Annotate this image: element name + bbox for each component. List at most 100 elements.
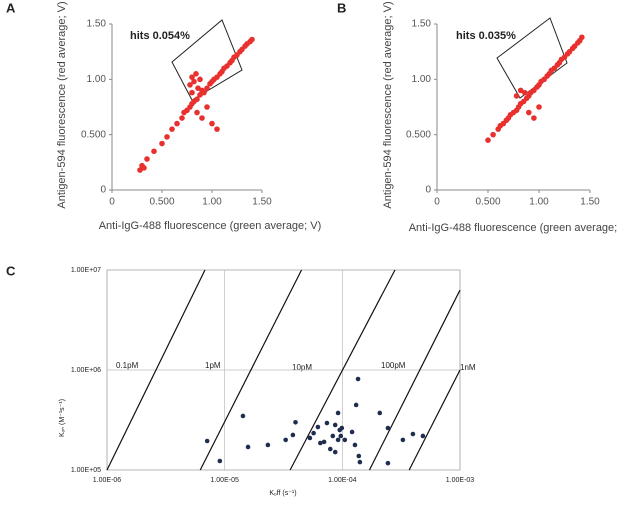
data-point	[290, 432, 296, 438]
data-point	[197, 76, 203, 83]
data-point	[199, 115, 205, 121]
data-point	[332, 449, 338, 455]
y-tick-label: 1.00E+06	[71, 367, 101, 374]
data-point	[151, 148, 157, 155]
data-point	[420, 433, 426, 439]
y-tick-label: 1.50	[87, 19, 107, 30]
data-point	[335, 410, 341, 416]
data-point	[410, 431, 416, 437]
y-tick-label: 0	[425, 185, 431, 196]
y-tick-label: 1.00	[87, 74, 107, 85]
data-point	[327, 446, 333, 452]
y-tick-label: 0	[100, 185, 106, 196]
panel-letter: C	[6, 263, 16, 278]
x-tick-label: 1.00E-03	[446, 477, 475, 484]
data-point	[356, 453, 362, 459]
data-point	[187, 82, 193, 88]
data-point	[579, 34, 585, 41]
x-tick-label: 1.00E-04	[328, 477, 357, 484]
data-point	[330, 433, 336, 439]
data-point	[531, 115, 537, 121]
data-point	[324, 420, 330, 426]
line-label: 100pM	[381, 361, 406, 370]
data-point	[169, 126, 175, 132]
gate-box	[496, 17, 568, 99]
annotation: hits 0.054%	[130, 30, 190, 42]
line-label: 0.1pM	[116, 361, 139, 370]
data-point	[526, 109, 532, 116]
data-point	[194, 109, 200, 116]
data-point	[141, 165, 147, 171]
data-point	[321, 439, 327, 445]
data-point	[159, 140, 165, 147]
data-point	[245, 444, 251, 450]
data-point	[342, 437, 348, 443]
y-axis-title: Antigen-594 fluorescence (red average; V…	[56, 1, 68, 208]
affinity-line	[368, 289, 461, 471]
y-axis-title: Antigen-594 fluorescence (red average; V…	[382, 1, 394, 208]
x-axis-title: Anti-IgG-488 fluorescence (green average…	[409, 222, 619, 234]
data-point	[521, 89, 528, 96]
data-point	[249, 36, 255, 43]
panel-letter: B	[337, 0, 346, 15]
data-point	[214, 126, 220, 132]
data-point	[201, 89, 207, 96]
x-tick-label: 1.00	[202, 197, 222, 208]
y-tick-label: 0.500	[406, 129, 431, 140]
data-point	[193, 71, 199, 77]
x-tick-label: 1.50	[252, 197, 272, 208]
data-point	[265, 442, 271, 448]
data-point	[352, 442, 358, 448]
data-point	[307, 435, 313, 441]
x-axis-title: Kₒff (s⁻¹)	[269, 490, 296, 497]
data-point	[353, 402, 359, 408]
affinity-line	[289, 269, 396, 471]
data-point	[217, 458, 223, 464]
data-point	[338, 433, 344, 439]
affinity-line	[106, 269, 206, 471]
data-point	[377, 410, 383, 416]
data-point	[536, 104, 542, 110]
x-tick-label: 1.00	[529, 197, 549, 208]
line-label: 1nM	[460, 363, 476, 372]
data-point	[204, 104, 210, 110]
data-point	[144, 156, 150, 162]
affinity-line	[408, 369, 461, 471]
data-point	[194, 96, 200, 103]
data-point	[332, 422, 338, 428]
data-point	[490, 131, 496, 138]
line-label: 10pM	[292, 363, 312, 372]
data-point	[485, 137, 491, 143]
affinity-line	[199, 269, 303, 471]
data-point	[179, 115, 185, 121]
data-point	[315, 424, 321, 430]
data-point	[335, 437, 341, 443]
y-axis-title: Kₒₙ (M⁻¹s⁻¹)	[59, 399, 66, 437]
annotation: hits 0.035%	[456, 30, 516, 42]
data-point	[204, 438, 210, 444]
x-tick-label: 0.500	[149, 197, 174, 208]
line-label: 1pM	[205, 361, 221, 370]
y-tick-label: 1.50	[412, 19, 432, 30]
data-point	[240, 413, 246, 419]
panel-letter: A	[6, 0, 16, 15]
x-tick-label: 1.00E-06	[93, 477, 122, 484]
data-point	[189, 89, 195, 96]
data-point	[191, 78, 197, 85]
data-point	[400, 437, 406, 443]
data-point	[209, 120, 215, 127]
data-point	[318, 440, 323, 446]
data-point	[349, 429, 355, 435]
y-tick-label: 1.00	[412, 74, 432, 85]
x-tick-label: 0	[434, 197, 440, 208]
data-point	[339, 425, 345, 431]
x-tick-label: 1.00E-05	[210, 477, 239, 484]
data-point	[164, 134, 170, 140]
data-point	[189, 74, 195, 80]
gate-box	[171, 19, 243, 101]
data-point	[204, 85, 210, 91]
y-tick-label: 1.00E+05	[71, 467, 101, 474]
data-point	[385, 460, 391, 466]
x-tick-label: 1.50	[580, 197, 600, 208]
